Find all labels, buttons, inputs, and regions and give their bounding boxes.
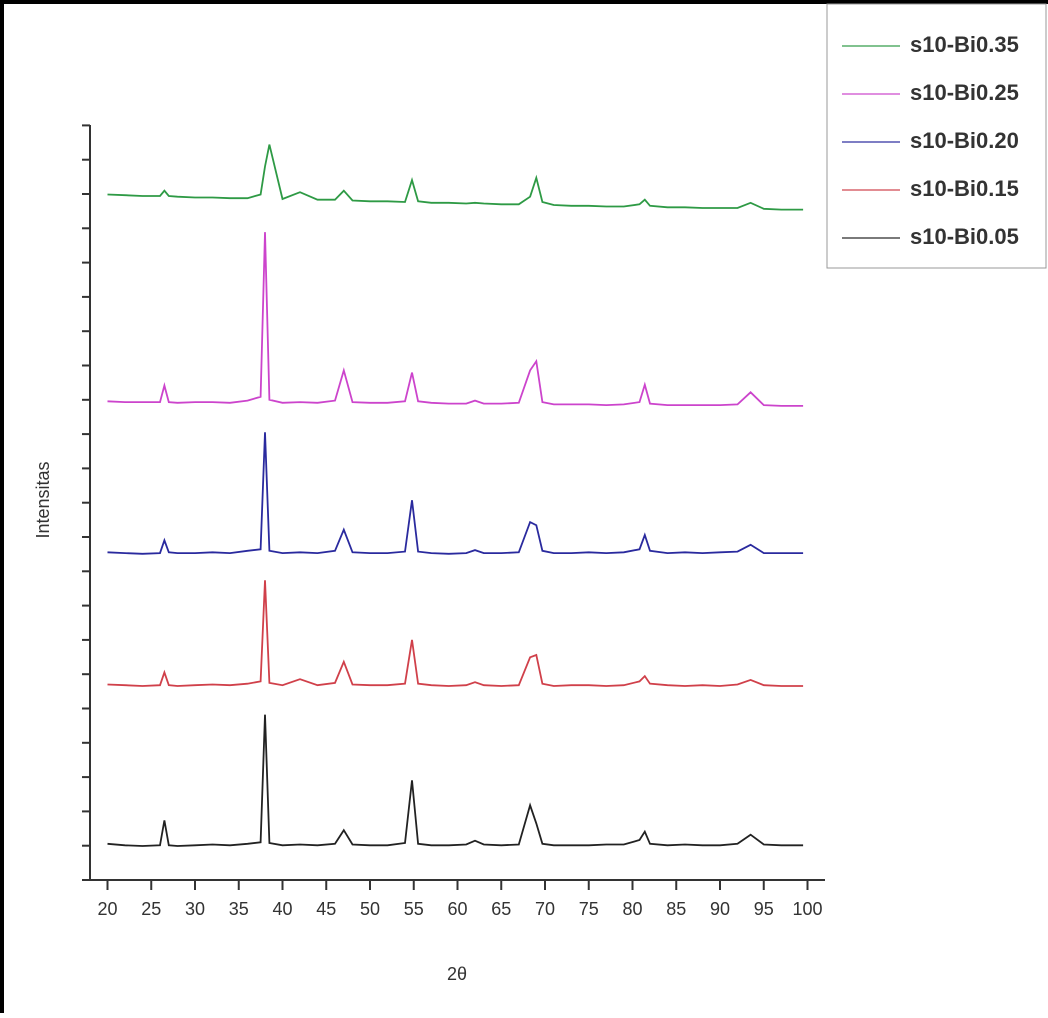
x-tick-label: 100	[792, 899, 822, 919]
legend-box	[826, 3, 1047, 269]
x-tick-label: 60	[447, 899, 467, 919]
series-line	[107, 580, 804, 687]
x-tick-label: 30	[185, 899, 205, 919]
x-tick-label: 90	[710, 899, 730, 919]
x-tick-label: 75	[579, 899, 599, 919]
legend-label: s10-Bi0.15	[910, 176, 1019, 201]
legend-label: s10-Bi0.20	[910, 128, 1019, 153]
x-tick-label: 40	[272, 899, 292, 919]
x-tick-label: 35	[229, 899, 249, 919]
x-tick-label: 95	[754, 899, 774, 919]
x-tick-label: 45	[316, 899, 336, 919]
x-tick-label: 55	[404, 899, 424, 919]
x-tick-label: 50	[360, 899, 380, 919]
series-line	[107, 232, 804, 407]
series-line	[107, 714, 804, 847]
x-axis-label: 2θ	[447, 964, 467, 984]
x-tick-label: 65	[491, 899, 511, 919]
x-tick-label: 80	[622, 899, 642, 919]
x-tick-label: 20	[97, 899, 117, 919]
series-line	[107, 432, 804, 555]
x-tick-label: 85	[666, 899, 686, 919]
legend-label: s10-Bi0.25	[910, 80, 1019, 105]
y-axis-label: Intensitas	[33, 461, 53, 538]
series-line	[107, 144, 804, 211]
x-tick-label: 25	[141, 899, 161, 919]
legend-label: s10-Bi0.35	[910, 32, 1019, 57]
legend-label: s10-Bi0.05	[910, 224, 1019, 249]
x-tick-label: 70	[535, 899, 555, 919]
